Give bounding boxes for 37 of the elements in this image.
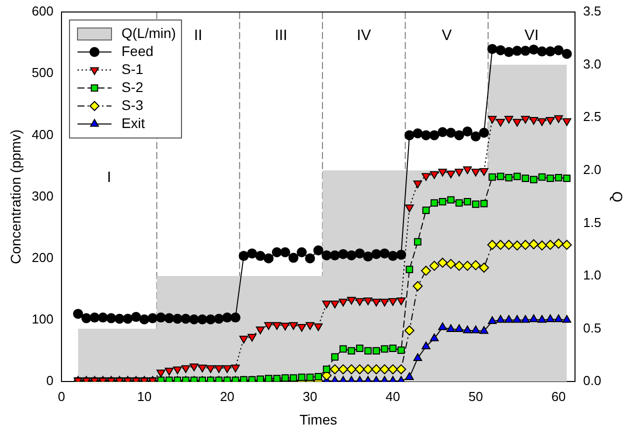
x-tick-label: 0 xyxy=(58,388,66,404)
annotation: V xyxy=(442,27,452,44)
annotation: VI xyxy=(524,27,539,44)
legend-label: Q(L/min) xyxy=(121,24,176,41)
y-tick-label: 400 xyxy=(32,126,54,142)
x-tick-label: 50 xyxy=(468,388,483,404)
x-tick-label: 60 xyxy=(551,388,566,404)
y-tick-label: 100 xyxy=(32,312,54,327)
x-tick-label: 10 xyxy=(137,388,152,404)
y-tick-label: 0 xyxy=(46,373,54,388)
y-tick-label: 200 xyxy=(32,250,54,265)
annotation: I xyxy=(107,169,112,186)
y-axis-title: Concentration (ppmv) xyxy=(7,129,24,264)
legend-label: Exit xyxy=(121,114,145,131)
y2-tick-label: 3.0 xyxy=(583,56,602,72)
y-tick-label: 500 xyxy=(32,65,54,80)
y2-tick-label: 2.5 xyxy=(583,109,602,124)
x-axis-title: Times xyxy=(300,411,338,428)
y2-tick-label: 0.5 xyxy=(583,320,602,336)
x-tick-label: 30 xyxy=(302,388,318,404)
annotation: IV xyxy=(356,27,371,44)
x-tick-label: 20 xyxy=(220,388,234,404)
annotation: III xyxy=(274,27,288,44)
y2-tick-label: 3.5 xyxy=(583,4,602,19)
y2-tick-label: 2.0 xyxy=(583,162,602,177)
legend-label: S-3 xyxy=(121,96,144,113)
legend-label: S-2 xyxy=(121,78,144,95)
y2-tick-label: 1.5 xyxy=(583,214,602,230)
y-tick-label: 600 xyxy=(32,4,54,19)
annotation: II xyxy=(194,27,202,44)
y2-tick-label: 1.0 xyxy=(583,268,602,283)
legend-label: Feed xyxy=(121,42,154,59)
y-tick-label: 300 xyxy=(32,188,54,204)
legend-label: S-1 xyxy=(121,60,144,77)
x-tick-label: 40 xyxy=(386,388,400,404)
y2-axis-title: Q xyxy=(610,191,626,202)
y2-tick-label: 0.0 xyxy=(583,373,602,388)
